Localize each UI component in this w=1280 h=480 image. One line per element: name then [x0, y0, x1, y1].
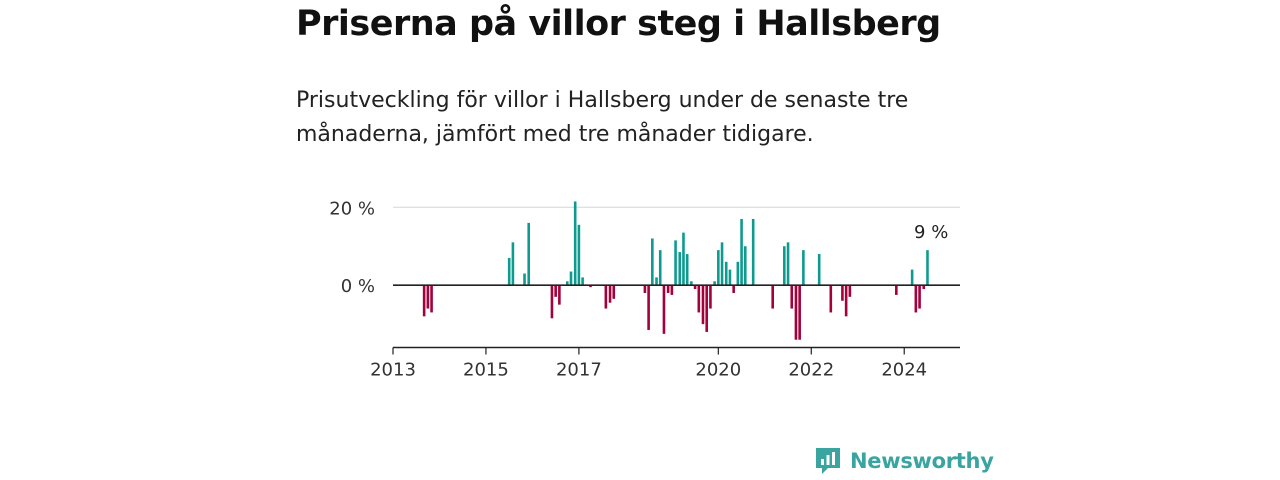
bar: [685, 254, 689, 286]
bar: [802, 250, 805, 286]
bar: [430, 285, 433, 313]
bar: [565, 281, 569, 286]
y-tick-label: 20 %: [329, 198, 375, 219]
bar: [666, 285, 670, 293]
x-tick-label: 2020: [695, 360, 741, 381]
bar: [678, 252, 682, 286]
tick-labels: 20 % 0 % 2013 2015 2017 2020 2022 2024 9 %: [329, 198, 948, 380]
bar: [790, 285, 794, 309]
bar: [918, 285, 921, 309]
bar: [422, 285, 426, 317]
bar: [655, 277, 658, 286]
bar: [527, 222, 531, 286]
x-tick-label: 2013: [370, 360, 416, 381]
bar: [724, 261, 728, 286]
bar: [713, 281, 716, 286]
bar: [658, 250, 662, 286]
bar: [709, 285, 712, 309]
bar: [751, 218, 755, 286]
bar: [682, 232, 685, 286]
bar: [732, 285, 735, 293]
bar: [740, 218, 743, 286]
bar: [674, 240, 677, 286]
bar: [910, 269, 914, 286]
bar: [523, 273, 526, 286]
newsworthy-logo: Newsworthy: [814, 446, 994, 476]
bar: [705, 285, 709, 332]
bar: [647, 285, 650, 330]
bar: [426, 285, 430, 309]
bar: [554, 285, 557, 297]
bar: [612, 285, 616, 299]
bar: [604, 285, 608, 309]
bar: [783, 246, 786, 286]
newsworthy-logo-icon: [816, 448, 840, 474]
x-tick-label: 2022: [788, 360, 834, 381]
bar: [670, 285, 674, 295]
bar: [914, 285, 918, 313]
bar: [507, 257, 511, 286]
bar: [736, 261, 740, 286]
x-tick-label: 2017: [556, 360, 602, 381]
bar: [577, 224, 581, 286]
chart-subtitle: Prisutveckling för villor i Hallsberg un…: [296, 88, 909, 147]
bar: [817, 254, 821, 286]
bar: [608, 285, 612, 303]
bar: [573, 201, 577, 286]
y-tick-label: 0 %: [341, 276, 375, 297]
bar: [771, 285, 774, 309]
bar: [693, 285, 697, 290]
brand-name: Newsworthy: [850, 449, 994, 473]
bars: [422, 201, 929, 340]
bar: [829, 285, 833, 313]
bar: [643, 285, 647, 293]
bar: [922, 285, 926, 290]
bar: [558, 285, 561, 305]
chart-title: Priserna på villor steg i Hallsberg: [296, 4, 941, 44]
x-tick-label: 2015: [463, 360, 509, 381]
bar: [511, 242, 515, 286]
bar: [589, 285, 592, 288]
bar: [662, 285, 666, 334]
bar: [720, 242, 724, 286]
bar: [581, 277, 584, 286]
x-tick-label: 2024: [881, 360, 927, 381]
bar: [798, 285, 801, 340]
bar: [697, 285, 701, 313]
bar: [844, 285, 848, 317]
bar: [569, 271, 573, 286]
last-value-annotation: 9 %: [914, 222, 948, 243]
bar: [651, 238, 654, 286]
bar: [841, 285, 844, 301]
bar: [717, 250, 720, 286]
bar: [794, 285, 798, 340]
bar: [550, 285, 554, 319]
bar: [728, 269, 732, 286]
bar: [701, 285, 705, 325]
bar: [895, 285, 898, 295]
bar: [786, 242, 790, 286]
bar: [690, 281, 693, 286]
bar: [743, 246, 747, 286]
bar: [926, 250, 929, 286]
axes: [392, 284, 960, 355]
bar: [848, 285, 852, 297]
